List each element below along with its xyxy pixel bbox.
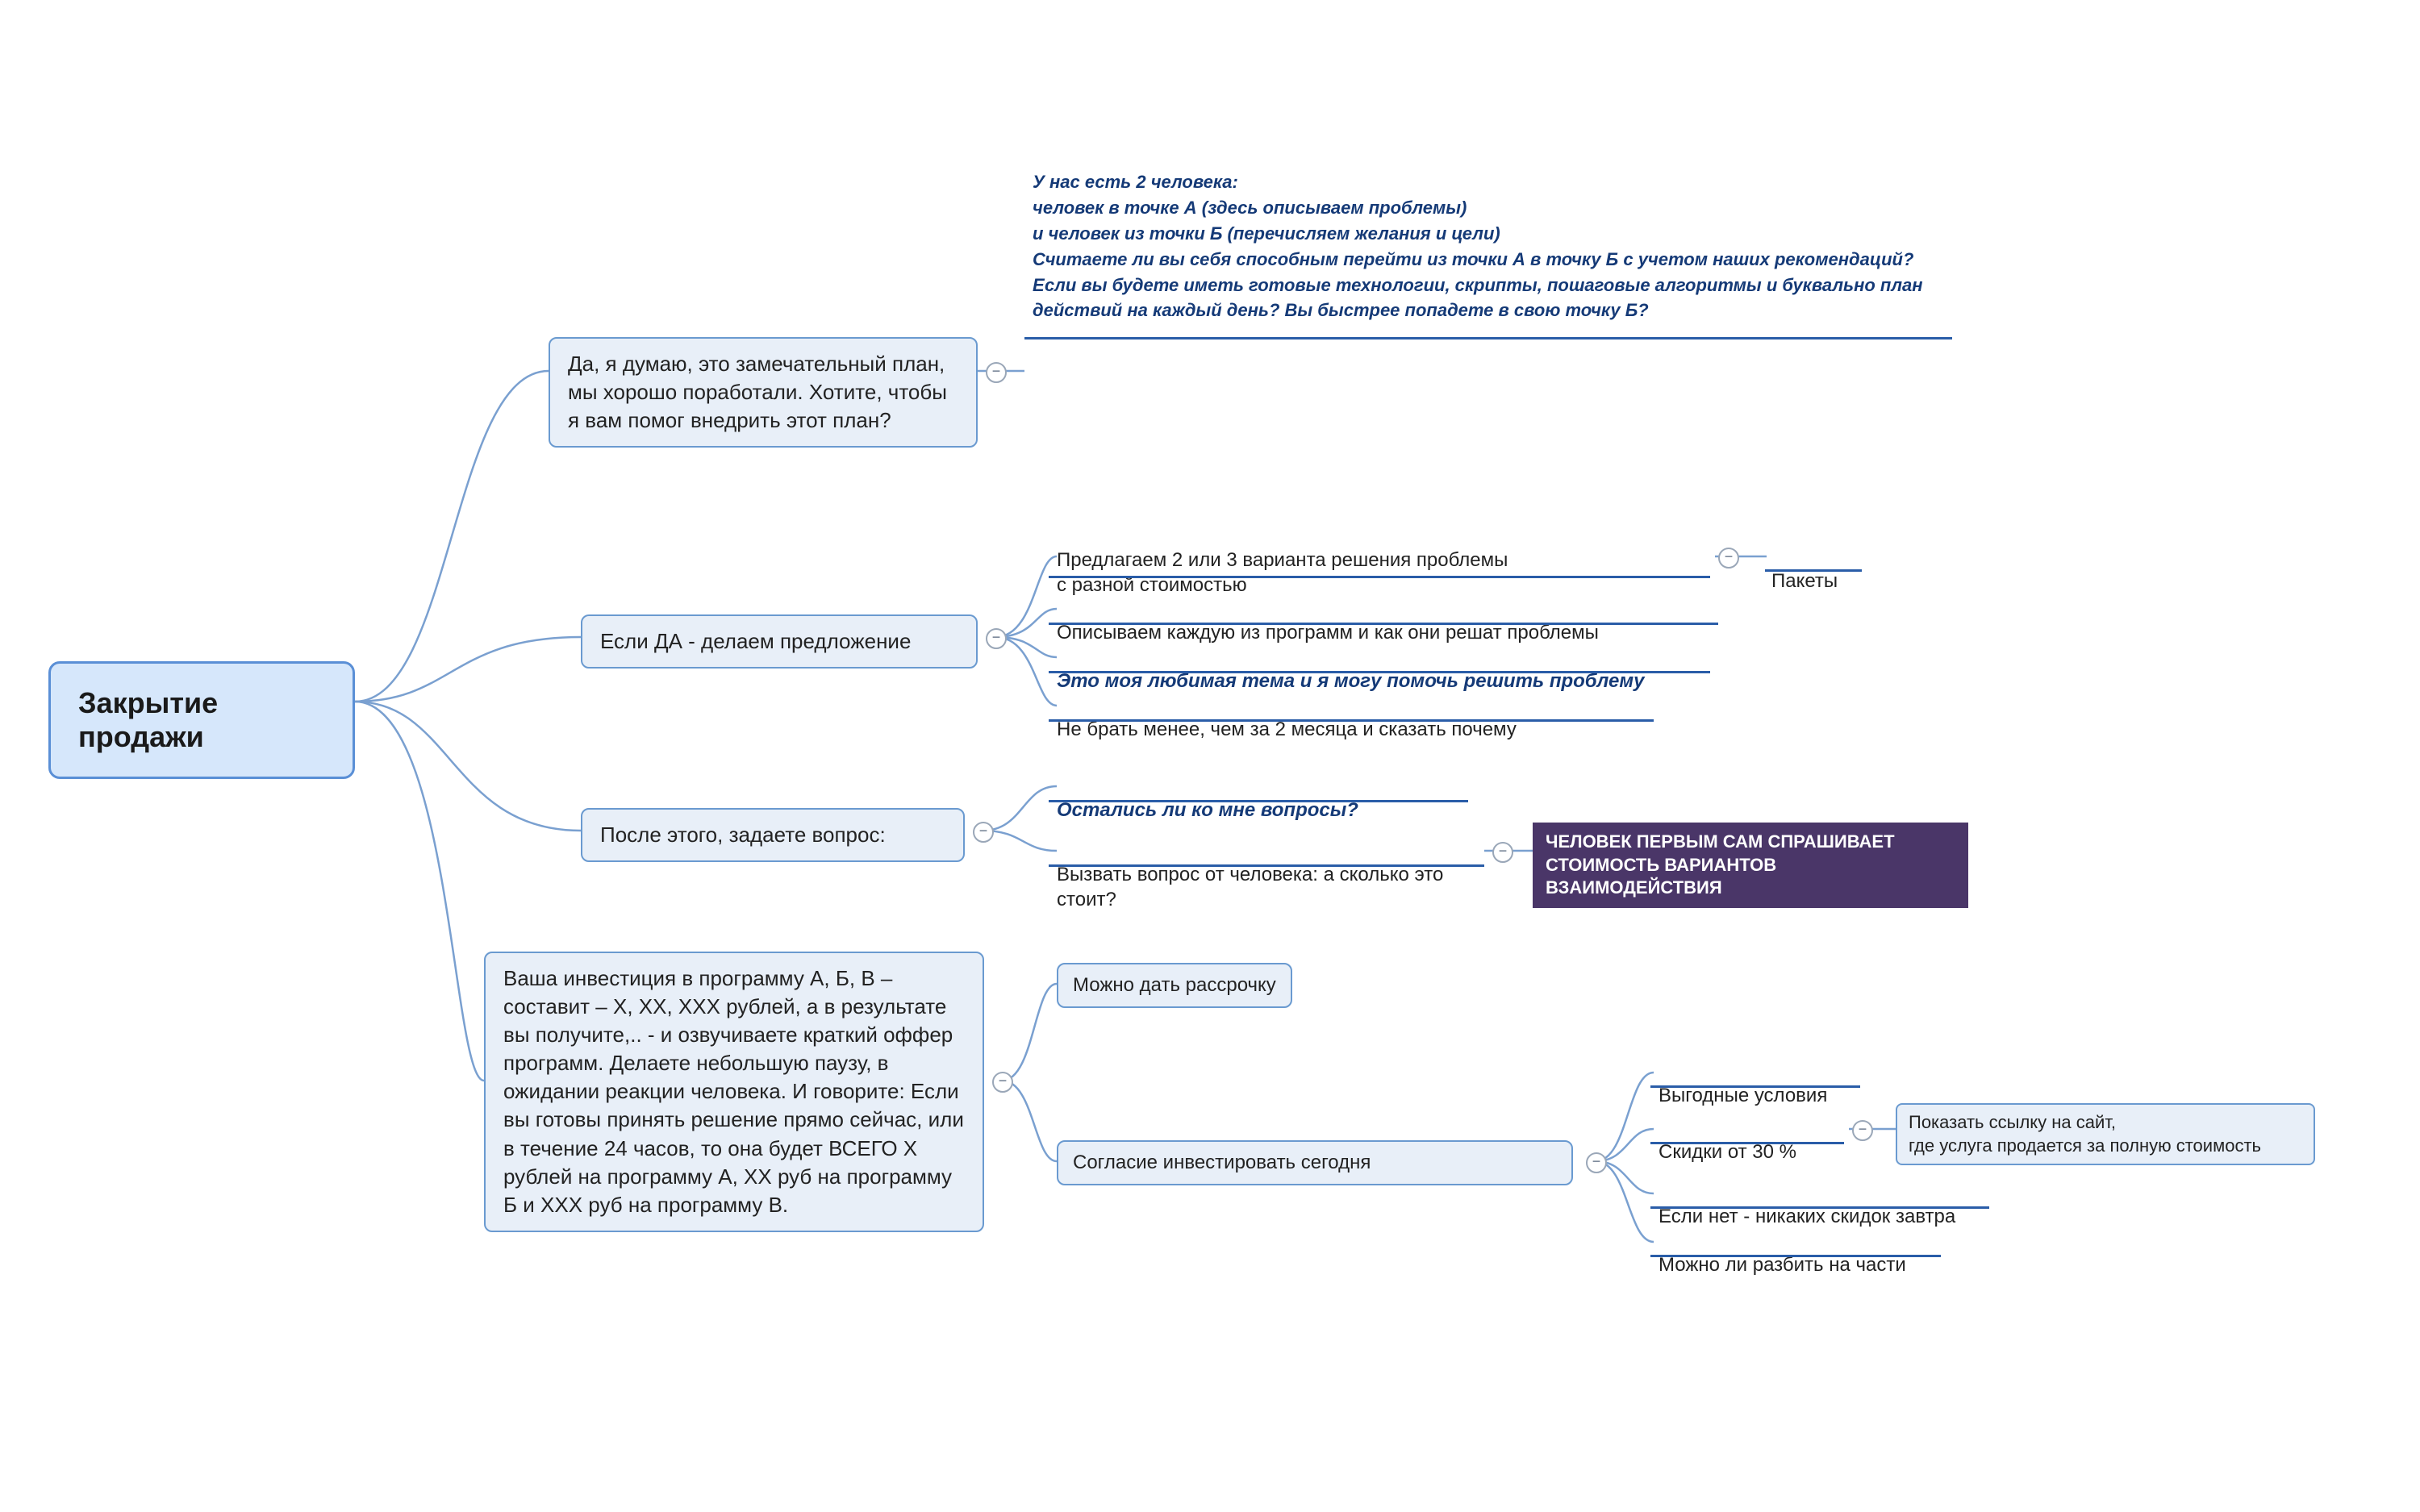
branch3-box[interactable]: После этого, задаете вопрос: [581, 808, 965, 862]
branch2-box[interactable]: Если ДА - делаем предложение [581, 614, 978, 669]
mindmap-stage: Закрытие продажи У нас есть 2 человека: … [0, 0, 2420, 1512]
leaf-label: Можно дать рассрочку [1073, 974, 1276, 996]
intro-line: Считаете ли вы себя способным перейти из… [1033, 247, 1984, 273]
leaf-label: Скидки от 30 % [1659, 1141, 1796, 1163]
collapse-toggle[interactable]: − [973, 822, 994, 843]
leaf-label: Пакеты [1771, 570, 1838, 592]
root-node[interactable]: Закрытие продажи [48, 661, 355, 779]
leaf-label: Описываем каждую из программ и как они р… [1057, 622, 1599, 644]
leaf-underline [1650, 1206, 1989, 1209]
branch1-text: Да, я думаю, это замечательный план, мы … [568, 352, 947, 432]
branch1-box[interactable]: Да, я думаю, это замечательный план, мы … [549, 337, 978, 448]
intro-line: У нас есть 2 человека: [1033, 169, 1984, 195]
leaf-underline [1765, 569, 1862, 572]
branch3-purple[interactable]: ЧЕЛОВЕК ПЕРВЫМ САМ СПРАШИВАЕТ СТОИМОСТЬ … [1533, 823, 1968, 908]
collapse-toggle[interactable]: − [1492, 842, 1513, 863]
leaf-underline [1049, 576, 1710, 578]
branch3-leaf1[interactable]: Остались ли ко мне вопросы? [1057, 773, 1460, 823]
intro-line: человек в точке А (здесь описываем пробл… [1033, 195, 1984, 221]
branch4-leaf-agree[interactable]: Согласие инвестировать сегодня [1057, 1140, 1573, 1185]
branch2-text: Если ДА - делаем предложение [600, 629, 911, 653]
leaf-underline [1650, 1142, 1844, 1144]
leaf-label: Если нет - никаких скидок завтра [1659, 1206, 1955, 1227]
discount-child-link[interactable]: Показать ссылку на сайт, где услуга прод… [1896, 1103, 2315, 1165]
collapse-toggle[interactable]: − [1852, 1120, 1873, 1141]
root-label: Закрытие продажи [78, 686, 218, 753]
branch3-text: После этого, задаете вопрос: [600, 823, 886, 847]
branch2-leaf3[interactable]: Это моя любимая тема и я могу помочь реш… [1057, 644, 1726, 694]
branch2-leaf2[interactable]: Описываем каждую из программ и как они р… [1057, 595, 1726, 645]
purple-label: ЧЕЛОВЕК ПЕРВЫМ САМ СПРАШИВАЕТ СТОИМОСТЬ … [1546, 831, 1895, 898]
intro-line: действий на каждый день? Вы быстрее попа… [1033, 298, 1984, 323]
leaf-underline [1049, 800, 1468, 802]
leaf-underline [1049, 719, 1654, 722]
leaf-underline [1049, 864, 1484, 867]
agree-child-no-discount[interactable]: Если нет - никаких скидок завтра [1659, 1179, 1955, 1229]
leaf-label: Остались ли ко мне вопросы? [1057, 799, 1358, 821]
branch2-leaf4[interactable]: Не брать менее, чем за 2 месяца и сказат… [1057, 692, 1726, 742]
intro-line: и человек из точки Б (перечисляем желани… [1033, 221, 1984, 247]
leaf-underline [1049, 671, 1710, 673]
intro-underline [1024, 337, 1952, 339]
agree-child-good-terms[interactable]: Выгодные условия [1659, 1058, 1827, 1108]
leaf-label: Выгодные условия [1659, 1085, 1827, 1106]
leaf-label: Предлагаем 2 или 3 варианта решения проб… [1057, 549, 1508, 596]
leaf-label: Вызвать вопрос от человека: а сколько эт… [1057, 864, 1443, 910]
agree-child-split[interactable]: Можно ли разбить на части [1659, 1227, 1906, 1277]
branch4-leaf-installment[interactable]: Можно дать рассрочку [1057, 963, 1292, 1008]
intro-block: У нас есть 2 человека: человек в точке А… [1033, 169, 1984, 323]
leaf-label: Согласие инвестировать сегодня [1073, 1152, 1371, 1173]
leaf-label: Это моя любимая тема и я могу помочь реш… [1057, 670, 1644, 692]
collapse-toggle[interactable]: − [992, 1072, 1013, 1093]
collapse-toggle[interactable]: − [1586, 1152, 1607, 1173]
intro-line: Если вы будете иметь готовые технологии,… [1033, 273, 1984, 298]
branch2-leaf1[interactable]: Предлагаем 2 или 3 варианта решения проб… [1057, 523, 1702, 598]
leaf-label: Можно ли разбить на части [1659, 1254, 1906, 1276]
branch4-text: Ваша инвестиция в программу А, Б, В – со… [503, 966, 964, 1217]
leaf-underline [1650, 1255, 1941, 1257]
branch4-box[interactable]: Ваша инвестиция в программу А, Б, В – со… [484, 952, 984, 1232]
agree-child-discount[interactable]: Скидки от 30 % [1659, 1114, 1796, 1164]
leaf-underline [1049, 623, 1718, 625]
collapse-toggle[interactable]: − [986, 362, 1007, 383]
branch3-leaf2[interactable]: Вызвать вопрос от человека: а сколько эт… [1057, 837, 1492, 913]
collapse-toggle[interactable]: − [986, 628, 1007, 649]
leaf-label: Не брать менее, чем за 2 месяца и сказат… [1057, 719, 1517, 740]
collapse-toggle[interactable]: − [1718, 548, 1739, 569]
leaf-underline [1650, 1085, 1860, 1088]
leaf-label: Показать ссылку на сайт, где услуга прод… [1909, 1112, 2261, 1156]
